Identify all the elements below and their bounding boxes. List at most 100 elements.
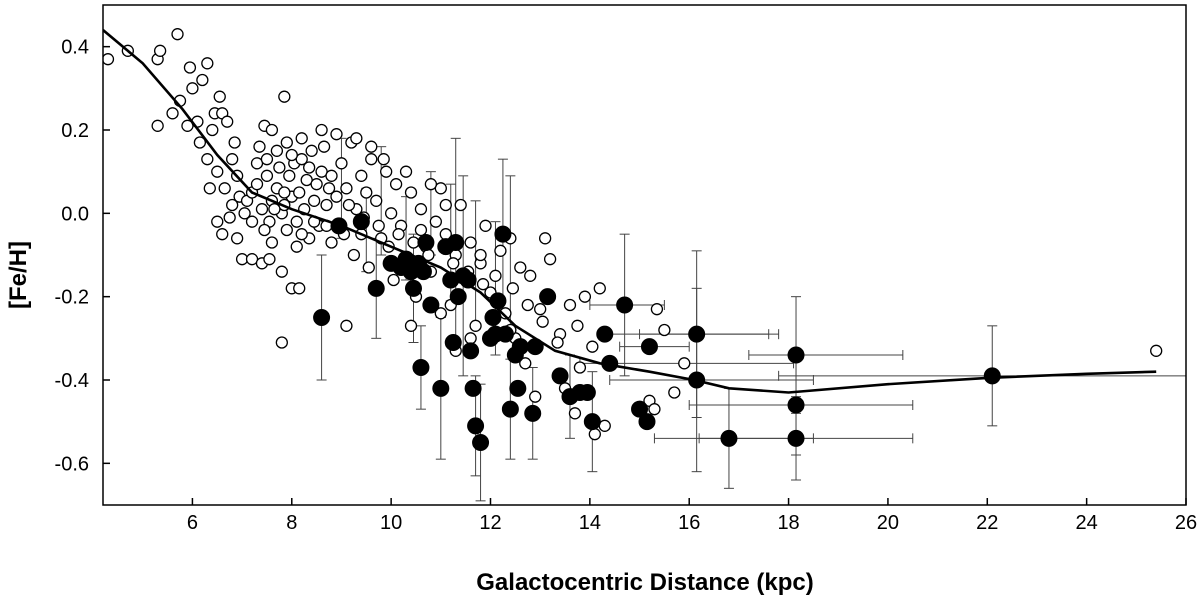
field-cepheid-point bbox=[238, 207, 251, 220]
field-cepheid-point bbox=[524, 269, 537, 282]
open-cluster-point bbox=[601, 354, 619, 372]
y-error-bars bbox=[316, 137, 998, 502]
field-cepheid-point bbox=[399, 165, 413, 178]
field-cepheid-point bbox=[206, 123, 219, 137]
field-cepheid-point bbox=[362, 261, 375, 274]
open-cluster-point bbox=[787, 396, 805, 414]
field-cepheid-point bbox=[377, 153, 390, 166]
y-tick-label: 0.4 bbox=[61, 37, 89, 59]
field-cepheid-point bbox=[211, 215, 224, 228]
open-cluster-point bbox=[432, 379, 450, 397]
field-cepheid-point bbox=[103, 53, 115, 66]
field-cepheid-point bbox=[213, 90, 226, 103]
field-cepheid-point bbox=[285, 148, 298, 162]
field-cepheid-point bbox=[571, 319, 584, 332]
field-cepheid-point bbox=[218, 182, 231, 195]
field-cepheid-point bbox=[203, 182, 216, 195]
x-tick-label: 18 bbox=[777, 512, 799, 534]
field-cepheid-point bbox=[404, 186, 418, 199]
open-cluster-point bbox=[444, 334, 462, 351]
field-cepheid-point bbox=[479, 219, 492, 232]
field-cepheid-point bbox=[273, 161, 286, 174]
field-cepheid-point bbox=[476, 278, 490, 291]
x-tick-label: 26 bbox=[1175, 512, 1197, 534]
field-cepheid-point bbox=[275, 336, 288, 349]
field-cepheid-point bbox=[270, 144, 284, 157]
x-tick-label: 10 bbox=[380, 512, 402, 534]
field-cepheid-point bbox=[586, 340, 599, 353]
field-cepheid-point bbox=[407, 236, 420, 249]
field-cepheid-point bbox=[201, 153, 214, 166]
x-axis-ticks: 6 8 10 12 14 16 18 20 22 24 26 bbox=[187, 498, 1197, 534]
field-cepheid-point bbox=[521, 298, 534, 312]
y-tick-label: -0.6 bbox=[55, 453, 89, 475]
field-cepheid-point bbox=[678, 357, 691, 370]
open-cluster-point bbox=[640, 338, 658, 356]
trend-line bbox=[103, 29, 1157, 394]
field-cepheid-point bbox=[593, 282, 606, 295]
field-cepheid-point bbox=[335, 157, 348, 170]
x-error-bars bbox=[579, 300, 1186, 444]
field-cepheid-point bbox=[414, 223, 428, 237]
field-cepheid-point bbox=[325, 236, 338, 249]
open-cluster-point bbox=[787, 429, 805, 447]
field-cepheid-point bbox=[563, 298, 577, 312]
field-cepheid-point bbox=[340, 319, 353, 332]
x-tick-label: 6 bbox=[187, 512, 198, 534]
open-cluster-points bbox=[313, 213, 1001, 451]
field-cepheid-point bbox=[384, 207, 398, 220]
y-tick-label: 0.0 bbox=[61, 203, 89, 225]
y-tick-label: 0.2 bbox=[61, 120, 89, 142]
field-cepheid-point bbox=[648, 403, 661, 416]
field-cepheid-point bbox=[226, 198, 239, 212]
field-cepheid-point bbox=[320, 198, 333, 212]
open-cluster-point bbox=[494, 225, 512, 243]
y-tick-label: -0.2 bbox=[55, 287, 89, 309]
x-tick-label: 8 bbox=[286, 512, 297, 534]
field-cepheid-point bbox=[454, 198, 467, 212]
field-cepheid-point bbox=[171, 28, 184, 41]
field-cepheid-point bbox=[295, 132, 308, 145]
field-cepheid-point bbox=[538, 232, 552, 245]
field-cepheid-point bbox=[226, 153, 239, 166]
field-cepheid-point bbox=[360, 186, 373, 199]
field-cepheid-point bbox=[372, 219, 385, 232]
field-cepheid-point bbox=[573, 361, 587, 374]
field-cepheid-point bbox=[439, 198, 452, 212]
open-cluster-point bbox=[412, 359, 430, 376]
field-cepheid-point bbox=[389, 178, 403, 191]
field-cepheid-point bbox=[295, 228, 308, 241]
open-cluster-point bbox=[422, 296, 440, 314]
field-cepheid-point bbox=[310, 178, 323, 191]
open-cluster-point bbox=[596, 325, 614, 343]
field-cepheid-point bbox=[434, 307, 447, 320]
field-cepheid-point bbox=[350, 132, 363, 145]
x-tick-label: 22 bbox=[976, 512, 998, 534]
open-cluster-point bbox=[367, 279, 385, 297]
field-cepheid-point bbox=[1150, 344, 1163, 357]
y-axis-title: [Fe/H] bbox=[5, 241, 32, 309]
field-cepheid-point bbox=[223, 211, 236, 224]
x-tick-label: 14 bbox=[579, 512, 601, 534]
field-cepheid-point bbox=[347, 248, 361, 262]
field-cepheid-point bbox=[193, 136, 207, 149]
field-cepheid-point bbox=[464, 236, 477, 249]
field-cepheid-point bbox=[474, 248, 487, 262]
field-cepheid-point bbox=[228, 136, 241, 149]
open-cluster-point bbox=[459, 271, 477, 289]
open-cluster-point bbox=[638, 413, 656, 431]
field-cepheid-point bbox=[260, 153, 274, 166]
field-cepheid-point bbox=[489, 269, 502, 282]
field-cepheid-point bbox=[280, 136, 293, 149]
field-cepheid-point bbox=[166, 107, 179, 120]
field-cepheid-point bbox=[230, 232, 244, 245]
field-cepheid-point bbox=[280, 223, 293, 237]
open-cluster-point bbox=[489, 292, 507, 310]
field-cepheid-point bbox=[253, 140, 266, 153]
y-tick-label: -0.4 bbox=[55, 370, 89, 392]
open-cluster-point bbox=[447, 234, 465, 251]
field-cepheid-point bbox=[260, 169, 274, 182]
field-cepheid-point bbox=[250, 178, 264, 191]
field-cepheid-point bbox=[263, 253, 276, 266]
